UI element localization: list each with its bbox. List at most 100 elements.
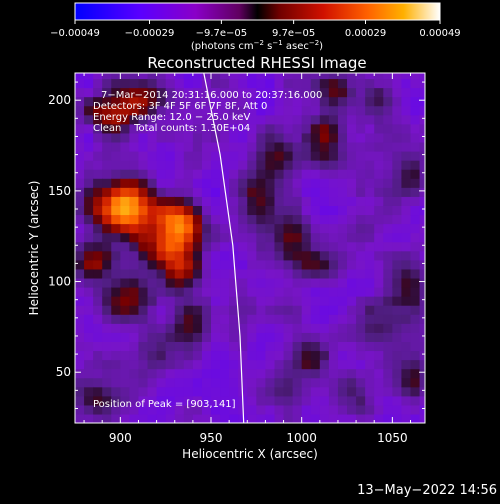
heatmap-cell (401, 196, 412, 206)
heatmap-cell (383, 241, 393, 252)
heatmap-cell (365, 187, 375, 197)
heatmap-cell (156, 96, 167, 107)
heatmap-cell (365, 350, 375, 361)
heatmap-cell (419, 214, 425, 225)
heatmap-cell (211, 377, 221, 388)
heatmap-cell (410, 305, 421, 315)
heatmap-cell (120, 350, 131, 361)
heatmap-cell (337, 178, 348, 188)
heatmap-cell (283, 214, 294, 225)
heatmap-cell (220, 395, 230, 406)
heatmap-cell (283, 395, 294, 406)
heatmap-cell (383, 332, 393, 342)
heatmap-cell (220, 368, 230, 379)
heatmap-cell (328, 314, 339, 324)
heatmap-cell (211, 286, 221, 297)
heatmap-cell (392, 78, 403, 89)
heatmap-cell (138, 150, 149, 161)
heatmap-cell (138, 314, 149, 324)
heatmap-cell (265, 105, 276, 116)
heatmap-cell (292, 314, 303, 324)
heatmap-cell (274, 241, 285, 252)
heatmap-cell (374, 332, 384, 342)
heatmap-cell (256, 196, 267, 206)
heatmap-cell (156, 350, 167, 361)
heatmap-cell (283, 241, 294, 252)
heatmap-cell (165, 178, 176, 188)
heatmap-cell (319, 277, 330, 288)
heatmap-cell (419, 187, 425, 197)
heatmap-cell (419, 413, 425, 423)
heatmap-cell (102, 78, 112, 89)
heatmap-cell (84, 132, 94, 143)
heatmap-cell (319, 314, 330, 324)
heatmap-cell (256, 368, 267, 379)
heatmap-cell (93, 78, 103, 89)
heatmap-cell (129, 214, 140, 225)
heatmap-cell (247, 332, 257, 342)
heatmap-cell (410, 160, 421, 170)
heatmap-cell (138, 114, 149, 125)
heatmap-cell (337, 169, 348, 179)
heatmap-cell (328, 259, 339, 270)
heatmap-cell (283, 332, 294, 342)
annotation-energy-range: Energy Range: 12.0 − 25.0 keV (93, 112, 250, 123)
heatmap-cell (183, 73, 194, 80)
heatmap-cell (93, 277, 103, 288)
heatmap-cell (419, 150, 425, 161)
heatmap-cell (283, 296, 294, 306)
heatmap-cell (419, 268, 425, 279)
heatmap-cell (192, 160, 203, 170)
heatmap-cell (211, 114, 221, 125)
heatmap-cell (419, 350, 425, 361)
heatmap-cell (310, 232, 321, 243)
heatmap-cell (401, 386, 412, 397)
heatmap-cell (310, 169, 321, 179)
heatmap-cell (392, 141, 403, 152)
heatmap-cell (401, 259, 412, 270)
heatmap-cell (410, 386, 421, 397)
heatmap-cell (174, 96, 185, 107)
heatmap-cell (265, 87, 276, 98)
heatmap-cell (419, 341, 425, 352)
heatmap-cell (183, 268, 194, 279)
heatmap-cell (301, 350, 312, 361)
heatmap-cell (301, 223, 312, 234)
heatmap-cell (211, 404, 221, 415)
heatmap-cell (201, 150, 212, 161)
heatmap-cell (238, 259, 248, 270)
heatmap-cell (138, 196, 149, 206)
heatmap-cell (392, 123, 403, 134)
heatmap-cell (310, 214, 321, 225)
heatmap-cell (120, 296, 131, 306)
heatmap-cell (165, 214, 176, 225)
heatmap-cell (156, 150, 167, 161)
heatmap-cell (292, 368, 303, 379)
heatmap-cell (392, 395, 403, 406)
heatmap-cell (247, 296, 257, 306)
heatmap-cell (165, 359, 176, 370)
heatmap-cell (165, 105, 176, 116)
heatmap-cell (138, 178, 149, 188)
heatmap-cell (111, 359, 121, 370)
heatmap-cell (138, 386, 149, 397)
heatmap-cell (129, 323, 140, 333)
heatmap-cell (165, 87, 176, 98)
heatmap-cell (292, 332, 303, 342)
heatmap-cell (356, 196, 366, 206)
heatmap-cell (75, 223, 85, 234)
heatmap-cell (347, 178, 357, 188)
heatmap-cell (220, 114, 230, 125)
colorbar-tick-label: −9.7e−05 (196, 28, 248, 39)
heatmap-cell (238, 341, 248, 352)
heatmap-cell (401, 105, 412, 116)
colorbar-tick-label: 0.00029 (345, 28, 386, 39)
heatmap-cell (93, 223, 103, 234)
heatmap-cell (129, 196, 140, 206)
heatmap-cell (183, 259, 194, 270)
heatmap-cell (356, 250, 366, 261)
heatmap-cell (292, 169, 303, 179)
heatmap-cell (102, 241, 112, 252)
heatmap-cell (383, 96, 393, 107)
heatmap-cell (138, 169, 149, 179)
